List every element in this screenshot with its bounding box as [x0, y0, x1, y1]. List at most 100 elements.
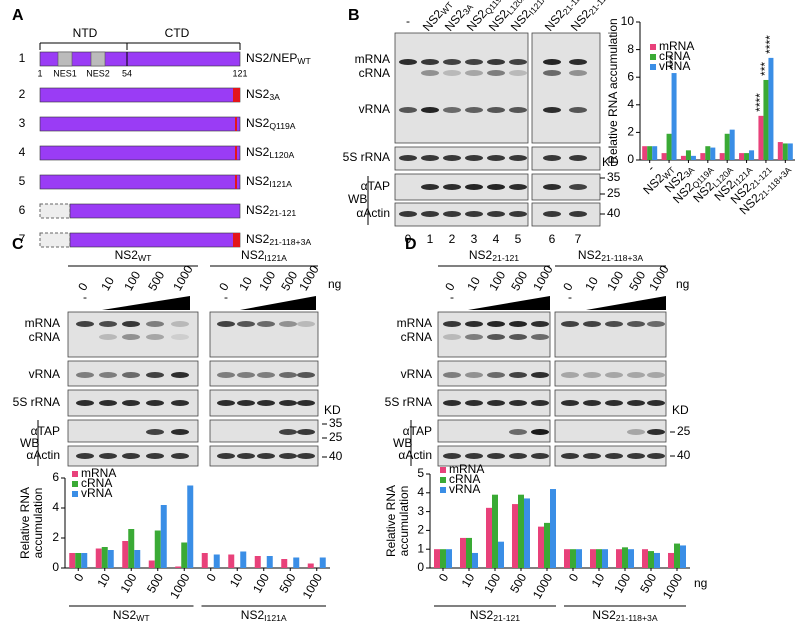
band [509, 184, 527, 190]
label-subscript: 21-121 [493, 613, 520, 623]
band [99, 334, 117, 340]
band [487, 155, 505, 161]
group-title: NS221-121 [469, 248, 519, 263]
construct-name: NS2I121A [246, 174, 292, 189]
mutation [233, 88, 240, 102]
y-tick-label: 3 [417, 504, 424, 518]
bar [460, 537, 466, 568]
kd-mark: 35 [329, 416, 343, 430]
band [583, 372, 601, 378]
band [509, 453, 527, 459]
band [531, 321, 549, 327]
legend-label: vRNA [659, 59, 690, 73]
legend-swatch [72, 481, 78, 487]
lane-number: 0 [405, 232, 412, 246]
bar [538, 526, 544, 568]
y-tick-label: 4 [627, 97, 634, 111]
band [443, 70, 461, 76]
band [561, 453, 579, 459]
bar [122, 541, 129, 568]
band [171, 400, 189, 406]
nes-box [57, 51, 73, 67]
band [561, 372, 579, 378]
band [443, 334, 461, 340]
band [257, 453, 275, 459]
band [569, 184, 587, 190]
wb-label: WB [20, 436, 39, 450]
label-subscript: I121A [264, 253, 287, 263]
nes-box [90, 51, 106, 67]
y-tick-label: 5 [417, 466, 424, 480]
band [297, 429, 315, 435]
y-axis-label: Relative RNA [18, 487, 32, 559]
bar [440, 549, 446, 568]
construct-name: NS221-118+3A [246, 232, 311, 247]
significance: *** [758, 62, 772, 76]
significance: **** [763, 35, 777, 54]
dose-label: 500 [278, 268, 300, 293]
band [509, 321, 527, 327]
label-text: NS2 [113, 608, 137, 622]
band [399, 107, 417, 113]
lane-number: 2 [449, 232, 456, 246]
band [122, 334, 140, 340]
band [647, 372, 665, 378]
construct-name: NS2Q119A [246, 116, 296, 131]
bar [81, 553, 88, 568]
blot [531, 173, 601, 201]
bar [602, 549, 608, 568]
bar [498, 541, 504, 568]
band [122, 453, 140, 459]
band [509, 372, 527, 378]
panel-label: B [348, 7, 360, 24]
band [146, 334, 164, 340]
band [583, 453, 601, 459]
bar [154, 530, 161, 568]
x-tick-label: 10 [227, 571, 246, 590]
band [465, 334, 483, 340]
band [171, 321, 189, 327]
bar [642, 549, 648, 568]
kd-label: KD [672, 403, 689, 417]
legend-label: cRNA [81, 476, 112, 490]
group-title: NS221-118+3A [578, 248, 643, 263]
dose-label: 500 [145, 268, 167, 293]
label-text: NS2 [469, 248, 493, 262]
band [543, 184, 561, 190]
label-text: NS2 [246, 116, 270, 130]
legend-swatch [650, 54, 656, 60]
dose-label: 1000 [170, 263, 196, 293]
bar [492, 494, 498, 568]
band [627, 429, 645, 435]
blot [437, 419, 551, 443]
band [465, 372, 483, 378]
dose-label: 10 [236, 274, 255, 293]
bar [596, 549, 602, 568]
bar [710, 147, 716, 160]
row-label: αActin [356, 206, 390, 220]
label-subscript: Q119A [269, 121, 295, 131]
y-tick-label: 8 [627, 42, 634, 56]
bar [240, 551, 247, 568]
band [399, 59, 417, 65]
motif-label: NES1 [53, 68, 77, 78]
row-label: 5S rRNA [343, 150, 390, 164]
mutation [233, 233, 240, 247]
lane-number: 3 [471, 232, 478, 246]
band [171, 372, 189, 378]
x-tick-label: 100 [611, 571, 633, 596]
bar [724, 133, 730, 160]
lane-number: 6 [549, 232, 556, 246]
deleted-region [39, 232, 71, 248]
row-label: mRNA [397, 316, 432, 330]
blot [394, 32, 529, 144]
mutation [235, 146, 237, 160]
band [99, 321, 117, 327]
x-tick-label: 500 [507, 571, 529, 596]
lane-number: 1 [427, 232, 434, 246]
band [297, 453, 315, 459]
band [217, 400, 235, 406]
x-tick-label: 100 [117, 571, 139, 596]
y-tick-label: 0 [417, 560, 424, 574]
blot [554, 419, 667, 443]
